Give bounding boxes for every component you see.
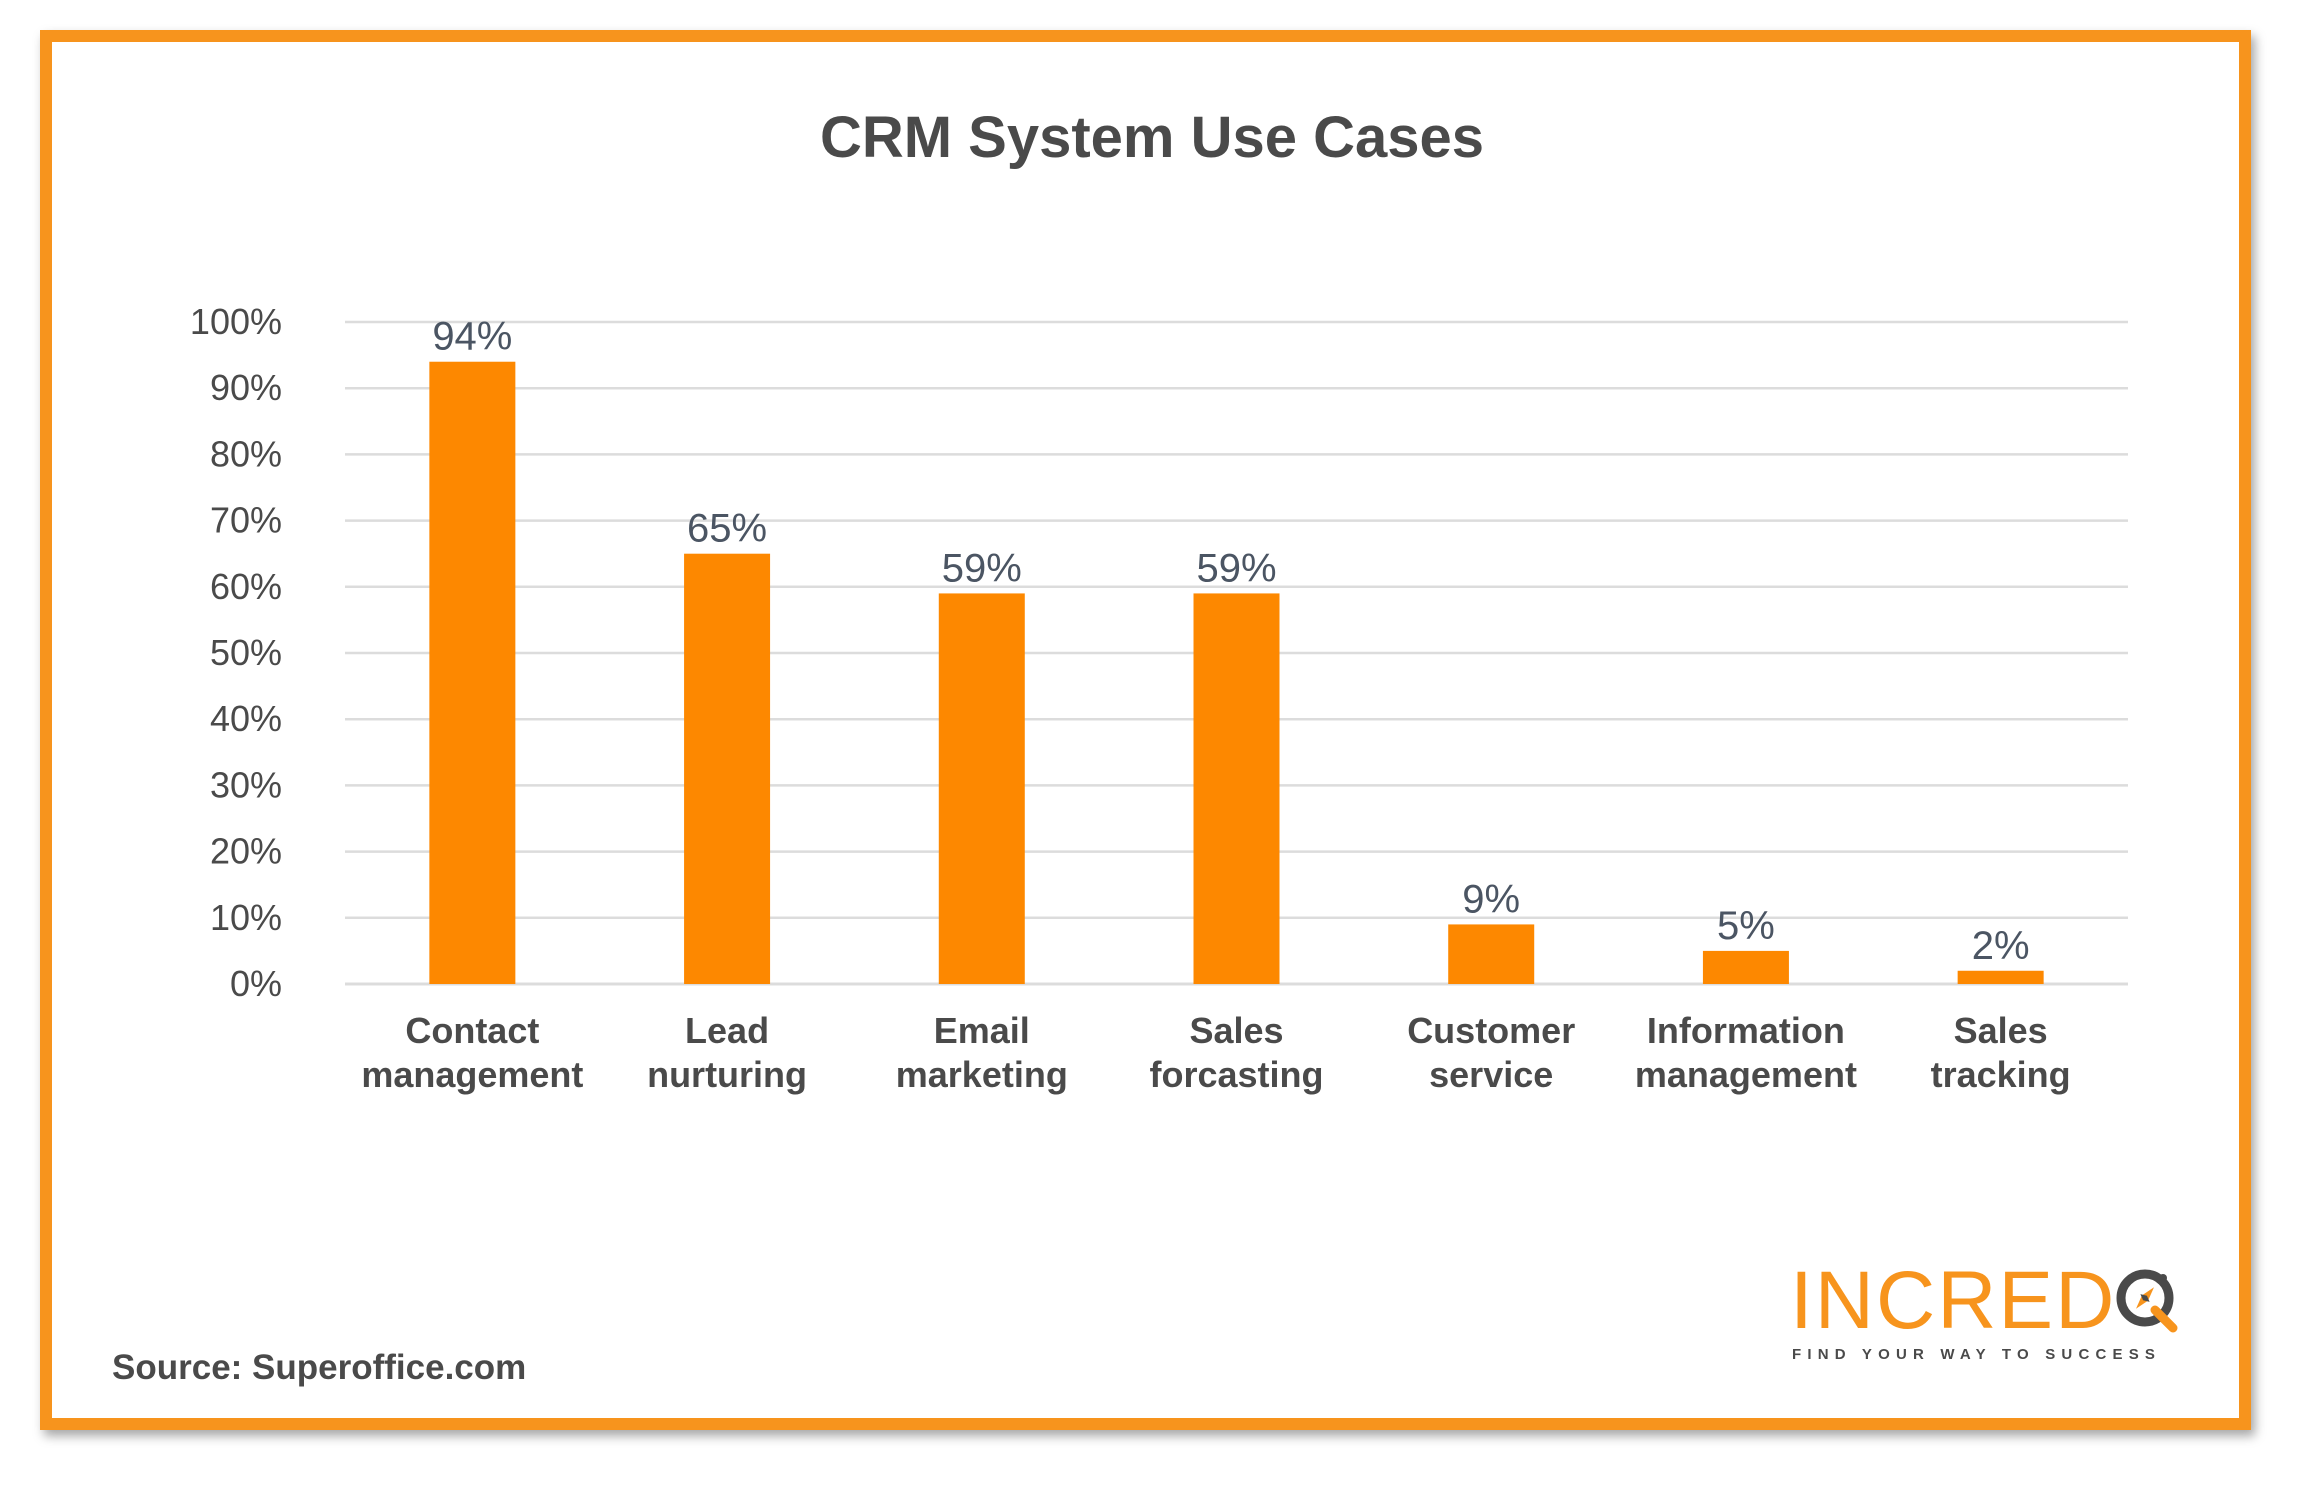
bars — [429, 361, 2044, 985]
chart-title: CRM System Use Cases — [819, 105, 1485, 170]
y-tick-label: 60% — [210, 566, 282, 607]
bar — [684, 553, 771, 984]
data-label: 5% — [1717, 904, 1775, 948]
data-label: 59% — [942, 546, 1022, 590]
data-labels: 94% 65% 59% 59% 9% 5% 2% — [432, 315, 2029, 968]
x-category-label: service — [1429, 1054, 1553, 1095]
data-label: 59% — [1196, 546, 1276, 590]
logo-wordmark: INCRED — [1790, 1255, 2117, 1346]
x-category-label: marketing — [896, 1054, 1068, 1095]
x-category-label: management — [1635, 1054, 1857, 1095]
bar — [1702, 950, 1789, 984]
x-category-label: tracking — [1931, 1054, 2071, 1095]
y-axis-ticks: 0% 10% 20% 30% 40% 50% 60% 70% 80% 90% 100% — [190, 301, 282, 1004]
compass-q-icon — [2116, 1269, 2178, 1333]
bar — [429, 361, 516, 985]
bar — [1193, 593, 1280, 984]
bar — [938, 593, 1025, 984]
y-tick-label: 10% — [210, 897, 282, 938]
x-category-label: Contact — [405, 1010, 539, 1051]
y-tick-label: 90% — [210, 367, 282, 408]
data-label: 2% — [1972, 924, 2030, 968]
y-tick-label: 100% — [190, 301, 282, 342]
y-tick-label: 0% — [230, 963, 282, 1004]
x-category-label: Sales — [1954, 1010, 2048, 1051]
data-label: 94% — [432, 315, 512, 359]
source-note: Source: Superoffice.com — [112, 1348, 527, 1387]
y-tick-label: 50% — [210, 632, 282, 673]
x-category-label: Email — [934, 1010, 1030, 1051]
bar — [1957, 970, 2044, 984]
y-tick-label: 80% — [210, 433, 282, 474]
x-category-label: nurturing — [647, 1054, 807, 1095]
x-category-label: Information — [1647, 1010, 1845, 1051]
x-category-label: Customer — [1407, 1010, 1575, 1051]
data-label: 65% — [687, 507, 767, 551]
bar — [1448, 924, 1535, 984]
data-label: 9% — [1462, 877, 1520, 921]
y-tick-label: 40% — [210, 698, 282, 739]
y-tick-label: 30% — [210, 764, 282, 805]
logo-tagline: FIND YOUR WAY TO SUCCESS — [1792, 1346, 2162, 1363]
y-tick-label: 20% — [210, 831, 282, 872]
x-category-label: Sales — [1189, 1010, 1283, 1051]
x-category-label: management — [361, 1054, 583, 1095]
chart-frame — [40, 30, 2251, 1430]
y-tick-label: 70% — [210, 500, 282, 541]
x-axis-labels: ContactmanagementLeadnurturingEmailmarke… — [361, 1010, 2070, 1095]
x-category-label: Lead — [685, 1010, 769, 1051]
x-category-label: forcasting — [1149, 1054, 1323, 1095]
incredo-logo: INCRED FIND YOUR WAY TO SUCCESS — [1790, 1255, 2180, 1363]
